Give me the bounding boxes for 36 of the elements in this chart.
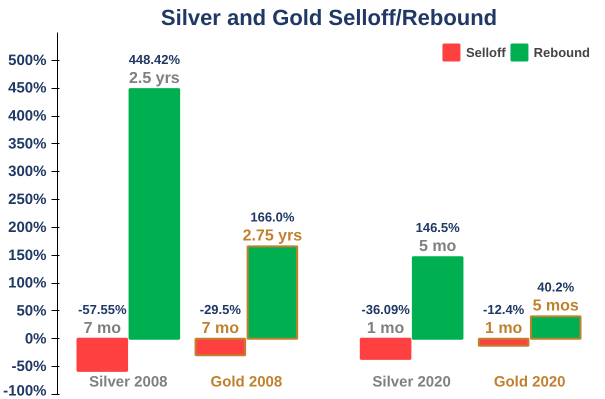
annotation: 7 mo bbox=[84, 320, 122, 337]
chart-title: Silver and Gold Selloff/Rebound bbox=[160, 5, 498, 30]
x-tick-label: Gold 2008 bbox=[210, 373, 282, 390]
y-tick-label: -50% bbox=[11, 358, 47, 376]
data-label: -12.4% bbox=[483, 302, 525, 317]
data-label: -57.55% bbox=[78, 302, 127, 317]
y-tick-label: 100% bbox=[8, 274, 47, 292]
y-tick-label: 50% bbox=[16, 302, 47, 320]
annotation: 5 mo bbox=[418, 238, 457, 256]
data-label: 448.42% bbox=[128, 52, 180, 68]
y-tick-label: 250% bbox=[8, 191, 47, 208]
y-tick-label: 500% bbox=[8, 52, 47, 69]
y-tick-label: 450% bbox=[8, 80, 47, 97]
y-tick-label: 200% bbox=[8, 218, 47, 236]
x-tick-label: Silver 2008 bbox=[89, 373, 168, 390]
y-tick-label: 150% bbox=[8, 246, 47, 264]
data-label: 146.5% bbox=[416, 220, 460, 236]
x-tick-label: Silver 2020 bbox=[372, 373, 451, 390]
y-tick-label: 300% bbox=[8, 163, 47, 180]
data-label: 40.2% bbox=[537, 279, 575, 294]
y-tick-label: 350% bbox=[8, 135, 47, 152]
data-label: -36.09% bbox=[361, 302, 410, 317]
data-label: -29.5% bbox=[200, 302, 242, 317]
y-tick-label: -100% bbox=[3, 382, 46, 399]
x-tick-label: Gold 2020 bbox=[494, 373, 566, 390]
annotation: 2.5 yrs bbox=[129, 70, 180, 88]
legend-label: Rebound bbox=[534, 44, 590, 60]
annotation: 7 mo bbox=[202, 320, 240, 337]
annotation: 5 mos bbox=[532, 297, 579, 314]
data-label: 166.0% bbox=[250, 209, 295, 224]
annotation: 2.75 yrs bbox=[242, 227, 302, 244]
y-tick-label: 0% bbox=[24, 330, 47, 348]
annotation: 1 mo bbox=[366, 320, 404, 337]
annotation: 1 mo bbox=[484, 320, 523, 337]
y-tick-label: 400% bbox=[8, 108, 47, 125]
legend-label: Selloff bbox=[466, 44, 506, 60]
